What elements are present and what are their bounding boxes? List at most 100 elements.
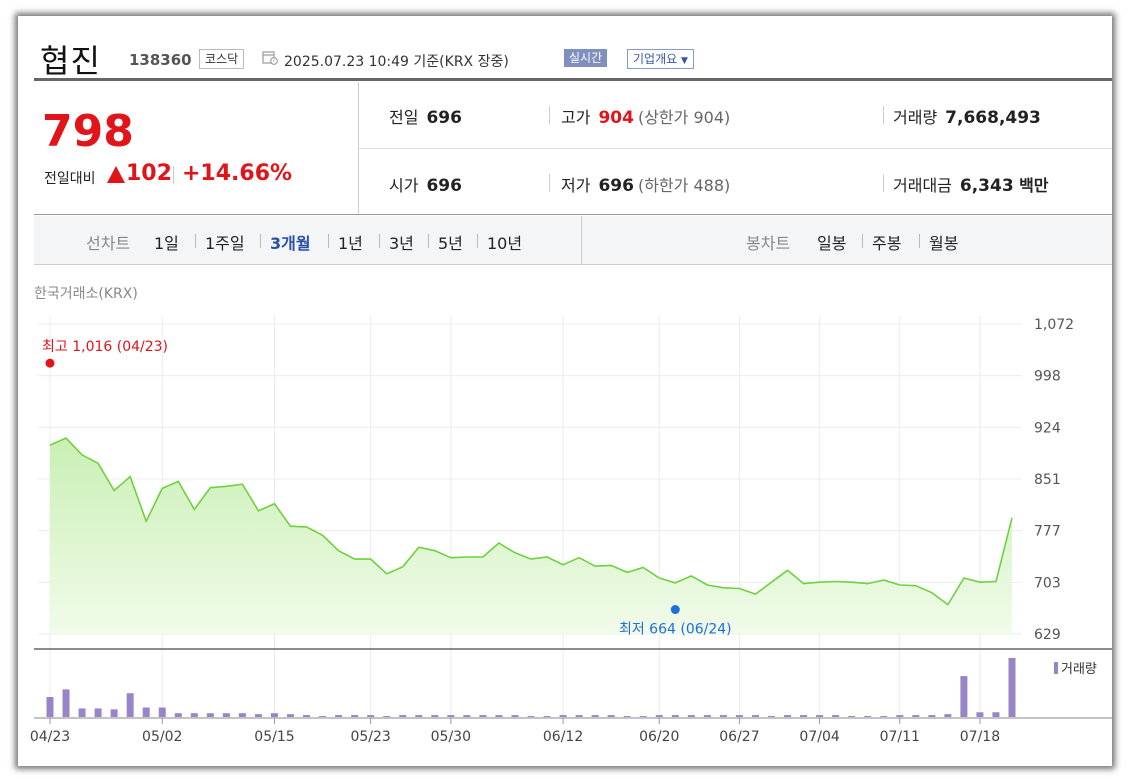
volume-bar	[912, 715, 920, 717]
x-tick-label: 06/20	[639, 729, 679, 745]
stat-open: 시가 696	[389, 176, 462, 196]
volume-bar	[158, 707, 166, 717]
volume-bar	[447, 715, 455, 717]
volume-bar	[719, 715, 727, 717]
calendar-icon	[262, 51, 278, 65]
volume-bar	[703, 715, 711, 717]
period-1d[interactable]: 1일	[154, 234, 179, 253]
x-tick-label: 05/02	[142, 729, 182, 745]
stats-grid: 전일 696 고가 904 (상한가 904) 거래량 7,668,493 시가 696 …	[359, 82, 1112, 214]
candle-chart-label: 봉차트	[746, 234, 791, 253]
diff-value: 102	[126, 161, 172, 186]
volume-bar	[303, 715, 311, 717]
period-1y[interactable]: 1년	[338, 234, 363, 253]
volume-bar	[222, 713, 230, 717]
volume-bar	[768, 716, 775, 717]
volume-bar	[575, 715, 583, 717]
volume-bar	[816, 715, 824, 717]
volume-bar	[78, 708, 86, 717]
volume-bar	[976, 712, 984, 717]
volume-bar	[735, 715, 743, 717]
volume-bar	[848, 716, 856, 717]
volume-bar	[639, 716, 647, 717]
x-tick-label: 07/18	[960, 729, 1000, 745]
x-tick-label: 07/11	[880, 729, 920, 745]
volume-bar	[399, 715, 407, 717]
volume-bar	[864, 716, 872, 717]
volume-bar	[495, 715, 503, 717]
volume-bar	[896, 715, 904, 717]
candle-daily[interactable]: 일봉	[817, 234, 847, 253]
x-tick-label: 05/23	[350, 729, 390, 745]
volume-bar	[190, 713, 198, 717]
max-point-marker	[45, 358, 55, 368]
volume-bar	[960, 676, 968, 717]
period-divider	[328, 234, 329, 248]
volume-bar	[591, 715, 599, 717]
current-price: 798	[42, 106, 134, 157]
period-bar: 선차트 1일 1주일 3개월 1년 3년 5년 10년 봉차트 일봉 주봉 월봉	[34, 216, 1112, 265]
period-3m[interactable]: 3개월	[270, 234, 311, 253]
volume-bar	[383, 716, 391, 717]
stat-volume: 거래량 7,668,493	[893, 108, 1041, 128]
volume-bar	[832, 715, 840, 717]
volume-bar	[62, 689, 70, 717]
volume-bar	[287, 714, 294, 717]
line-chart-label: 선차트	[86, 234, 131, 253]
min-point-marker	[670, 605, 680, 615]
stat-divider	[549, 174, 550, 192]
volume-bar	[367, 715, 375, 717]
price-panel: 798	[34, 82, 359, 214]
volume-bar	[527, 716, 535, 717]
volume-bar	[415, 715, 423, 717]
volume-legend-swatch	[1054, 662, 1058, 674]
stats-bottom-divider	[34, 214, 1112, 215]
stat-divider	[883, 174, 884, 192]
x-tick-label: 06/12	[543, 729, 583, 745]
period-bar-divider	[581, 216, 582, 264]
period-divider	[919, 234, 920, 248]
price-line	[49, 437, 1013, 606]
volume-bar	[94, 708, 102, 717]
period-3y[interactable]: 3년	[389, 234, 414, 253]
stat-divider	[549, 106, 550, 124]
realtime-button[interactable]: 실시간	[564, 49, 608, 67]
market-badge: 코스닥	[199, 49, 245, 69]
volume-bar	[1008, 658, 1016, 717]
volume-bar	[928, 715, 936, 717]
period-divider	[428, 234, 429, 248]
volume-bar	[319, 716, 327, 717]
candle-monthly[interactable]: 월봉	[929, 234, 959, 253]
stats-row-divider	[359, 148, 1112, 149]
volume-bar	[751, 715, 759, 717]
x-tick-label: 04/23	[30, 729, 70, 745]
data-source: 한국거래소(KRX)	[34, 286, 138, 302]
y-tick-label: 629	[1034, 627, 1061, 643]
volume-bar	[142, 707, 150, 717]
volume-bar	[543, 716, 551, 717]
volume-bar	[110, 709, 118, 717]
stat-amount: 거래대금 6,343 백만	[893, 176, 1049, 196]
period-10y[interactable]: 10년	[487, 234, 523, 253]
period-divider	[195, 234, 196, 248]
corp-info-button[interactable]: 기업개요 ▼	[627, 49, 694, 69]
stat-low: 저가 696 (하한가 488)	[561, 176, 731, 196]
volume-bar	[238, 713, 246, 717]
y-tick-label: 924	[1034, 420, 1061, 436]
period-divider	[260, 234, 261, 248]
volume-legend-label: 거래량	[1061, 662, 1097, 677]
diff-percent: +14.66%	[182, 161, 293, 186]
volume-bar	[559, 715, 567, 717]
datetime: 2025.07.23 10:49 기준(KRX 장중)	[284, 54, 509, 70]
x-tick-label: 07/04	[799, 729, 839, 745]
volume-bar	[784, 715, 792, 717]
period-5y[interactable]: 5년	[438, 234, 463, 253]
volume-bar	[800, 715, 808, 717]
stat-prev: 전일 696	[389, 108, 462, 128]
candle-weekly[interactable]: 주봉	[872, 234, 902, 253]
period-1w[interactable]: 1주일	[205, 234, 245, 253]
period-divider	[862, 234, 863, 248]
volume-bar	[623, 716, 631, 717]
diff-label: 전일대비	[44, 171, 96, 187]
x-tick-label: 06/27	[719, 729, 759, 745]
